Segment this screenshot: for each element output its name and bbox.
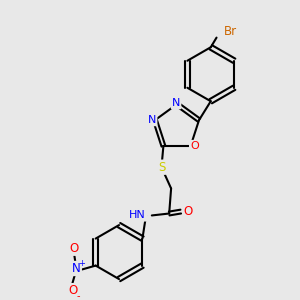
Text: O: O — [70, 242, 79, 255]
Text: O: O — [190, 141, 199, 151]
Text: N: N — [72, 262, 81, 275]
Text: -: - — [76, 291, 80, 300]
Text: +: + — [78, 259, 85, 268]
Text: Br: Br — [224, 25, 237, 38]
Text: N: N — [148, 115, 156, 125]
Text: O: O — [68, 284, 77, 297]
Text: O: O — [184, 205, 193, 218]
Text: HN: HN — [129, 210, 146, 220]
Text: S: S — [158, 161, 165, 174]
Text: N: N — [172, 98, 180, 108]
